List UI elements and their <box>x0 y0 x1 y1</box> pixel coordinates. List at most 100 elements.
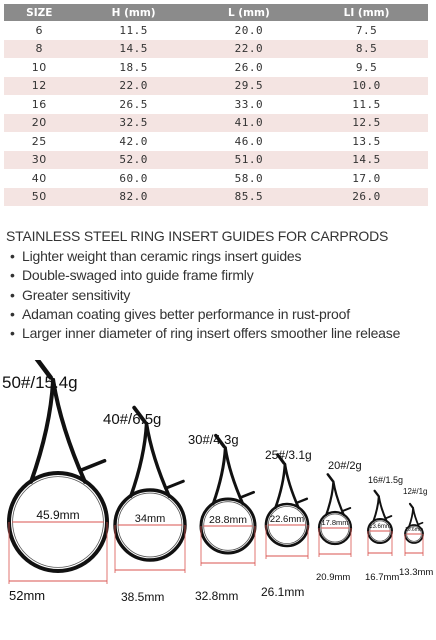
weight-label: 40#/6.5g <box>103 411 161 428</box>
table-header-row: SIZE H (mm) L (mm) LI (mm) <box>4 4 428 21</box>
table-cell: 46.0 <box>192 132 306 151</box>
table-cell: 26.0 <box>305 187 428 206</box>
guide-frame-left-leg <box>211 446 227 506</box>
table-cell: 26.0 <box>192 58 306 77</box>
table-cell: 52.0 <box>74 150 193 169</box>
table-cell: 22.0 <box>192 39 306 58</box>
table-row: 16 26.5 33.0 11.5 <box>4 95 428 114</box>
guide-frame-right-leg <box>332 480 345 516</box>
header-l: L (mm) <box>192 4 306 21</box>
table-cell: 13.5 <box>305 132 428 151</box>
table-row: 30 52.0 51.0 14.5 <box>4 150 428 169</box>
header-h: H (mm) <box>74 4 193 21</box>
table-cell: 10 <box>4 58 75 77</box>
table-cell: 8 <box>4 39 75 58</box>
guide-frame-left-leg <box>274 462 287 510</box>
table-row: 40 60.0 58.0 17.0 <box>4 169 428 188</box>
table-cell: 14.5 <box>74 39 193 58</box>
table-cell: 51.0 <box>192 150 306 169</box>
guide-foot <box>276 453 286 465</box>
width-label: 32.8mm <box>195 589 238 603</box>
table-row: 8 14.5 22.0 8.5 <box>4 39 428 58</box>
table-cell: 7.5 <box>305 21 428 40</box>
guide-frame-left-leg <box>372 495 380 523</box>
table-body: 6 11.5 20.0 7.5 8 14.5 22.0 8.5 10 18.5 26.0 9.5 12 2… <box>4 21 428 206</box>
table-cell: 18.5 <box>74 58 193 77</box>
table-row: 12 22.0 29.5 10.0 <box>4 76 428 95</box>
inner-diameter-label: 45.9mm <box>36 508 79 522</box>
guide-foot <box>373 489 380 497</box>
guides-illustration: 45.9mm 52mm 50#/15.4g 34mm 38.5mm 40#/6.5g 28.… <box>2 360 433 604</box>
table-row: 10 18.5 26.0 9.5 <box>4 58 428 77</box>
guide-brace <box>417 521 424 526</box>
guide-frame-left-leg <box>325 480 335 516</box>
guide-frame-right-leg <box>144 421 171 498</box>
table-cell: 50 <box>4 187 75 206</box>
table-cell: 26.5 <box>74 95 193 114</box>
table-cell: 33.0 <box>192 95 306 114</box>
table-cell: 6 <box>4 21 75 40</box>
feature-item: Greater sensitivity <box>10 286 400 305</box>
table-cell: 82.0 <box>74 187 193 206</box>
inner-diameter-label: 17.8mm <box>321 518 348 527</box>
inner-diameter-label: 34mm <box>135 513 166 525</box>
guide-brace <box>164 479 185 490</box>
width-label: 26.1mm <box>261 585 304 599</box>
guides-photo: 45.9mm 52mm 50#/15.4g 34mm 38.5mm 40#/6.5g 28.… <box>0 360 436 640</box>
guide-foot <box>214 433 226 449</box>
table-cell: 30 <box>4 150 75 169</box>
guide-brace <box>384 515 393 520</box>
guide-frame-left-leg <box>29 377 56 484</box>
weight-label: 50#/15.4g <box>2 373 78 392</box>
weight-label: 16#/1.5g <box>368 475 403 485</box>
table-cell: 41.0 <box>192 113 306 132</box>
table-cell: 9.5 <box>305 58 428 77</box>
table-cell: 32.5 <box>74 113 193 132</box>
table-cell: 42.0 <box>74 132 193 151</box>
inner-diameter-label: 22.6mm <box>270 514 304 525</box>
table-row: 25 42.0 46.0 13.5 <box>4 132 428 151</box>
table-row: 20 32.5 41.0 12.5 <box>4 113 428 132</box>
table-cell: 12.5 <box>305 113 428 132</box>
table-cell: 20 <box>4 113 75 132</box>
table-cell: 60.0 <box>74 169 193 188</box>
table-cell: 22.0 <box>74 76 193 95</box>
weight-label: 20#/2g <box>328 460 362 472</box>
table-cell: 10.0 <box>305 76 428 95</box>
header-li: LI (mm) <box>305 4 428 21</box>
weight-label: 12#/1g <box>403 487 427 496</box>
weight-label: 25#/3.1g <box>265 448 312 462</box>
table-cell: 11.5 <box>305 95 428 114</box>
feature-item: Adaman coating gives better performance … <box>10 305 400 324</box>
table-cell: 12 <box>4 76 75 95</box>
feature-list: Lighter weight than ceramic rings insert… <box>10 247 400 343</box>
table-row: 50 82.0 85.5 26.0 <box>4 187 428 206</box>
width-label: 16.7mm <box>365 572 399 583</box>
inner-diameter-label: 13.6mm <box>369 524 391 530</box>
table-cell: 11.5 <box>74 21 193 40</box>
guide-frame-left-leg <box>129 421 149 498</box>
guide-foot <box>326 473 334 483</box>
guide-foot <box>408 502 414 509</box>
guide-frame-right-leg <box>223 446 245 506</box>
feature-item: Double-swaged into guide frame firmly <box>10 266 400 285</box>
feature-title: STAINLESS STEEL RING INSERT GUIDES FOR C… <box>6 228 389 244</box>
width-label: 38.5mm <box>121 590 164 604</box>
header-size: SIZE <box>4 4 75 21</box>
table-cell: 16 <box>4 95 75 114</box>
table-row: 6 11.5 20.0 7.5 <box>4 21 428 40</box>
width-label: 52mm <box>9 588 45 603</box>
guide-brace <box>295 497 309 505</box>
guide-brace <box>78 458 107 473</box>
width-label: 20.9mm <box>316 572 350 583</box>
guide-foot <box>132 405 147 424</box>
inner-diameter-label: 28.8mm <box>209 514 247 526</box>
table-cell: 8.5 <box>305 39 428 58</box>
table-cell: 17.0 <box>305 169 428 188</box>
feature-item: Lighter weight than ceramic rings insert… <box>10 247 400 266</box>
width-label: 13.3mm <box>399 567 433 578</box>
weight-label: 30#/4.3g <box>188 432 239 447</box>
guide-frame-right-leg <box>283 462 300 510</box>
guide-frame-left-leg <box>408 507 414 528</box>
table-cell: 29.5 <box>192 76 306 95</box>
